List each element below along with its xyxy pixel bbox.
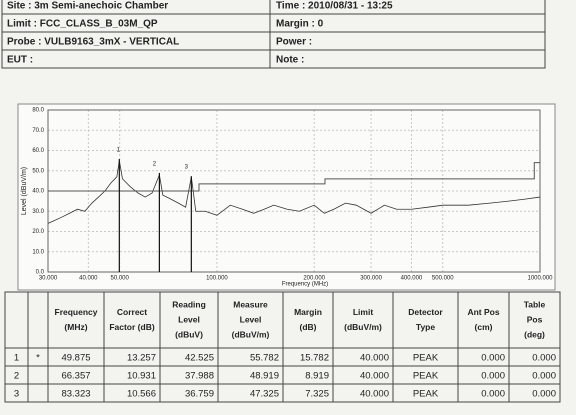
x-tick-label: 1000.000 (527, 276, 553, 282)
x-tick-label: 50.000 (110, 276, 129, 282)
column-header: Measure (233, 299, 268, 309)
column-header: Level (240, 314, 262, 324)
column-header: Frequency (55, 307, 98, 317)
y-tick-label: 80.0 (32, 108, 44, 114)
table-cell: 36.759 (185, 389, 214, 400)
table-cell: 7.325 (305, 389, 329, 400)
table-cell: 15.782 (300, 353, 329, 364)
header-field: Limit : FCC_CLASS_B_03M_QP (7, 19, 158, 30)
column-header: Table (524, 299, 546, 309)
table-cell: 49.875 (61, 353, 90, 364)
header-field: Note : (276, 55, 304, 66)
column-header: Detector (408, 307, 443, 317)
column-header: Type (416, 322, 435, 332)
table-cell: 37.988 (185, 371, 214, 382)
y-tick-label: 30.0 (32, 209, 44, 215)
x-tick-label: 500.000 (432, 276, 454, 282)
y-tick-label: 40.0 (32, 189, 44, 195)
table-cell: 40.000 (360, 389, 389, 400)
table-cell: 66.357 (61, 371, 90, 382)
column-header: (dBuV) (175, 329, 203, 339)
table-cell: 55.782 (250, 353, 279, 364)
table-cell: 40.000 (360, 371, 389, 382)
table-cell: 42.525 (185, 353, 214, 364)
column-header: (deg) (524, 329, 545, 339)
column-header: Ant Pos (467, 307, 499, 317)
column-header: Level (178, 314, 200, 324)
table-cell: PEAK (413, 371, 439, 382)
column-header: (MHz) (64, 322, 87, 332)
table-cell: 0.000 (532, 353, 556, 364)
header-field: Time : 2010/08/31 - 13:25 (276, 1, 393, 12)
y-tick-label: 0.0 (36, 270, 45, 276)
column-header: (dB) (300, 322, 317, 332)
column-header: Reading (172, 299, 206, 309)
y-axis-label: Level (dBuV/m) (21, 167, 28, 215)
x-axis-label: Frequency (MHz) (282, 282, 328, 288)
table-cell: PEAK (413, 353, 439, 364)
chart-frame (17, 103, 556, 291)
x-tick-label: 100.000 (206, 276, 228, 282)
table-cell: 2 (14, 371, 19, 382)
column-header: Correct (117, 307, 147, 317)
limit-line (48, 162, 540, 192)
table-cell: 13.257 (127, 353, 156, 364)
x-tick-label: 300.000 (360, 276, 382, 282)
peak-label: 3 (185, 165, 189, 171)
table-cell: 3 (14, 389, 19, 400)
table-cell: 48.919 (250, 371, 279, 382)
peak-label: 2 (153, 162, 157, 168)
table-cell: * (36, 353, 40, 364)
y-tick-label: 20.0 (32, 229, 44, 235)
header-field: EUT : (7, 55, 33, 66)
column-header: Limit (353, 307, 373, 317)
header-field: Margin : 0 (276, 19, 324, 30)
column-header: Factor (dB) (109, 322, 155, 332)
peak-label: 1 (117, 148, 121, 154)
table-cell: 10.931 (127, 371, 156, 382)
header-field: Site : 3m Semi-anechoic Chamber (7, 1, 168, 12)
column-header: Pos (527, 314, 543, 324)
y-tick-label: 70.0 (32, 128, 44, 134)
x-tick-label: 400.000 (401, 276, 423, 282)
column-header: Margin (294, 307, 322, 317)
table-cell: 1 (14, 353, 19, 364)
y-tick-label: 60.0 (32, 148, 44, 154)
x-tick-label: 30.000 (39, 276, 58, 282)
table-cell: 47.325 (250, 389, 279, 400)
table-cell: 83.323 (61, 389, 90, 400)
table-cell: 0.000 (481, 371, 505, 382)
y-tick-label: 10.0 (32, 249, 44, 255)
table-cell: 0.000 (532, 389, 556, 400)
table-cell: 0.000 (481, 389, 505, 400)
header-field: Probe : VULB9163_3mX - VERTICAL (7, 37, 179, 48)
x-tick-label: 40.000 (79, 276, 98, 282)
table-cell: 10.566 (127, 389, 156, 400)
column-header: (dBuV/m) (344, 322, 382, 332)
y-tick-label: 50.0 (32, 168, 44, 174)
column-header: (cm) (475, 322, 493, 332)
header-field: Power : (276, 37, 312, 48)
table-cell: 40.000 (360, 353, 389, 364)
table-cell: 8.919 (305, 371, 329, 382)
table-cell: PEAK (413, 389, 439, 400)
table-cell: 0.000 (532, 371, 556, 382)
x-tick-label: 200.000 (303, 276, 325, 282)
table-cell: 0.000 (481, 353, 505, 364)
column-header: (dBuV/m) (232, 329, 270, 339)
